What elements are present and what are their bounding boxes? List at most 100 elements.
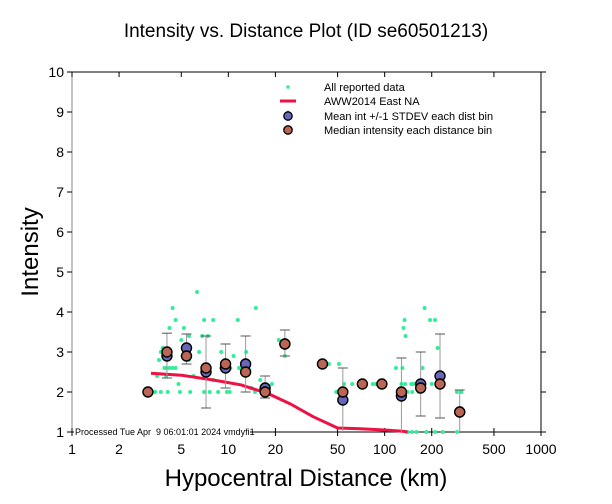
- x-tick-label: 50: [330, 441, 346, 457]
- data-point: [433, 430, 438, 434]
- data-point: [197, 350, 202, 354]
- processed-stamp: Processed Tue Apr 9 06:01:01 2024 vmdyfi…: [75, 427, 255, 437]
- y-tick-label: 5: [56, 264, 64, 280]
- legend-label-median: Median intensity each distance bin: [324, 125, 492, 137]
- data-point: [231, 354, 236, 358]
- data-point: [156, 358, 161, 362]
- median-point: [180, 350, 193, 362]
- x-tick-label: 1: [68, 441, 76, 457]
- data-point: [454, 390, 459, 394]
- data-point: [401, 326, 406, 330]
- data-point: [370, 382, 375, 386]
- data-point: [454, 430, 459, 434]
- data-point: [350, 382, 355, 386]
- x-tick-label: 100: [373, 441, 397, 457]
- x-tick-label: 5: [177, 441, 185, 457]
- y-tick-label: 6: [56, 224, 64, 240]
- model-line: [150, 371, 408, 434]
- data-point: [244, 350, 249, 354]
- data-point: [173, 318, 178, 322]
- y-tick-label: 7: [56, 184, 64, 200]
- legend-label-mean: Mean int +/-1 STDEV each dist bin: [324, 111, 493, 123]
- data-point: [276, 338, 281, 342]
- y-tick-label: 2: [56, 384, 64, 400]
- data-point: [429, 382, 434, 386]
- data-point: [167, 366, 172, 370]
- x-axis-ticks: 1 2 5 10 20 50 100 200 500 1000: [68, 72, 557, 457]
- data-point: [258, 378, 263, 382]
- median-point: [279, 338, 291, 350]
- x-tick-label: 1000: [525, 441, 556, 457]
- data-point: [428, 318, 433, 322]
- data-point: [170, 306, 175, 310]
- y-tick-label: 4: [56, 304, 64, 320]
- data-point: [202, 318, 207, 322]
- data-point: [173, 366, 178, 370]
- data-point: [435, 346, 440, 350]
- y-axis-ticks: 1 2 3 4 5 6 7 8 9 10: [48, 64, 546, 440]
- median-point: [239, 366, 252, 378]
- median-point: [395, 386, 408, 398]
- data-point: [188, 390, 193, 394]
- data-point: [269, 382, 274, 386]
- legend: All reported data AWW2014 East NA Mean i…: [280, 82, 493, 137]
- processed-stamp-background: [74, 426, 250, 438]
- legend-data-swatch: [286, 85, 290, 89]
- data-point: [403, 334, 408, 338]
- data-point: [440, 430, 445, 434]
- median-point: [434, 378, 446, 390]
- median-point: [356, 378, 369, 390]
- data-point: [158, 390, 163, 394]
- legend-mean-swatch: [283, 111, 293, 121]
- median-point: [142, 386, 154, 398]
- median-point: [259, 386, 271, 398]
- data-point: [207, 390, 212, 394]
- y-tick-label: 1: [56, 424, 64, 440]
- y-tick-label: 3: [56, 344, 64, 360]
- data-point: [420, 366, 425, 370]
- median-points: [142, 338, 466, 418]
- median-point: [219, 358, 232, 370]
- data-point: [186, 334, 191, 338]
- median-point: [454, 406, 466, 418]
- median-point: [161, 346, 173, 358]
- data-point: [194, 290, 199, 294]
- data-point: [459, 390, 464, 394]
- data-point: [393, 366, 398, 370]
- data-point: [422, 306, 427, 310]
- x-axis-title: Hypocentral Distance (km): [165, 465, 448, 492]
- data-point: [402, 318, 407, 322]
- data-point: [177, 390, 182, 394]
- chart-title: Intensity vs. Distance Plot (ID se605012…: [124, 21, 488, 42]
- processed-stamp-group: Processed Tue Apr 9 06:01:01 2024 vmdyfi…: [74, 426, 258, 438]
- x-tick-label: 200: [420, 441, 444, 457]
- data-point: [170, 366, 175, 370]
- y-tick-label: 10: [48, 64, 64, 80]
- data-point: [336, 362, 341, 366]
- data-point: [181, 326, 186, 330]
- data-point: [414, 430, 419, 434]
- data-point: [179, 338, 184, 342]
- data-point: [216, 390, 221, 394]
- legend-label-data: All reported data: [324, 82, 406, 94]
- data-point: [403, 382, 408, 386]
- y-tick-label: 8: [56, 144, 64, 160]
- data-point: [236, 366, 241, 370]
- data-point: [153, 390, 158, 394]
- data-point: [167, 326, 172, 330]
- median-point: [376, 378, 388, 390]
- median-point: [337, 386, 349, 398]
- data-point: [165, 390, 170, 394]
- x-tick-label: 20: [268, 441, 284, 457]
- data-point: [410, 430, 415, 434]
- y-tick-label: 9: [56, 104, 64, 120]
- data-point: [202, 390, 207, 394]
- x-tick-label: 500: [482, 441, 506, 457]
- y-axis-title: Intensity: [17, 207, 44, 296]
- x-tick-label: 10: [221, 441, 237, 457]
- data-point: [227, 390, 232, 394]
- legend-label-model: AWW2014 East NA: [324, 96, 420, 108]
- aww2014-model-curve: [150, 371, 408, 434]
- data-point: [176, 382, 181, 386]
